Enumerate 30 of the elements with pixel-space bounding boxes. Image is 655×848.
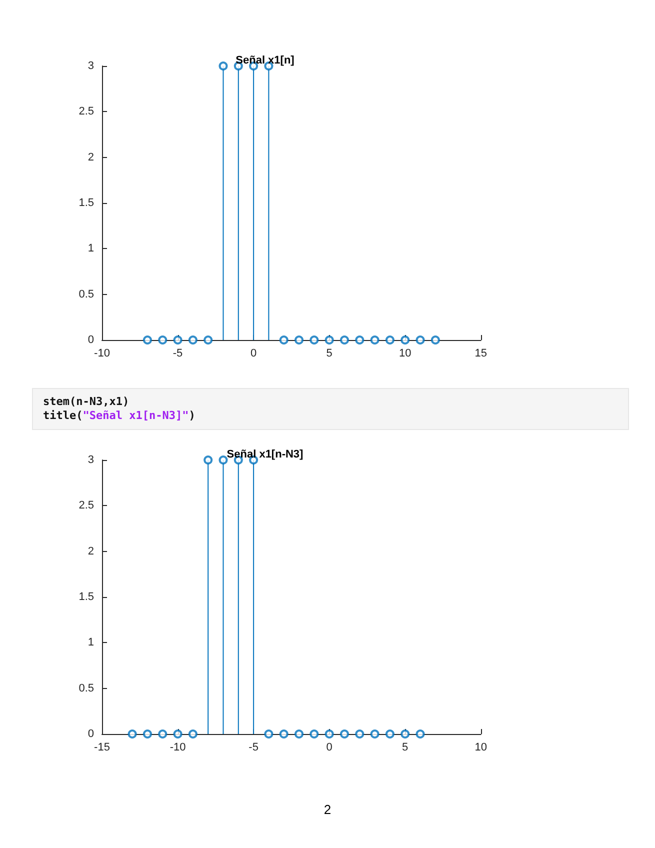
y-tick-label: 3 (88, 60, 94, 72)
y-tick-label: 3 (88, 454, 94, 466)
x-tick-label: -10 (94, 348, 110, 360)
y-tick-label: 2 (88, 151, 94, 164)
x-tick-label: -5 (172, 348, 183, 360)
y-tick-label: 2.5 (78, 500, 94, 512)
x-tick-label: -5 (248, 742, 258, 754)
x-tick-label: 10 (398, 348, 412, 360)
x-tick-label: -15 (94, 742, 110, 754)
x-tick-label: 10 (474, 742, 488, 754)
y-tick-label: 0 (88, 334, 94, 346)
text: 2 (322, 802, 332, 817)
y-tick-label: 0 (88, 728, 94, 740)
x-tick-label: 15 (474, 348, 488, 360)
y-tick-label: 1 (88, 242, 94, 255)
y-tick-label: 0.5 (78, 682, 94, 694)
chart-title: Señal x1[n-N3] (226, 448, 304, 460)
x-tick-label: -10 (170, 742, 186, 754)
x-tick-label: 0 (326, 742, 332, 754)
chart-title: Señal x1[n] (236, 54, 295, 66)
y-tick-label: 2.5 (78, 106, 94, 118)
y-tick-label: 1 (88, 636, 94, 649)
y-tick-label: 2 (88, 545, 94, 558)
x-tick-label: 0 (250, 348, 257, 360)
y-tick-label: 0.5 (78, 288, 94, 300)
y-tick-label: 1.5 (78, 591, 94, 603)
x-tick-label: 5 (326, 348, 332, 360)
y-tick-label: 1.5 (78, 197, 94, 209)
x-tick-label: 5 (402, 742, 408, 754)
text: stem(n-N3,x1) title("Señal x1[n-N3]") (32, 388, 629, 430)
